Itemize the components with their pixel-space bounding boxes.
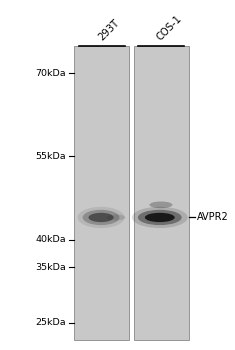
Text: 70kDa: 70kDa bbox=[35, 69, 66, 78]
Text: 35kDa: 35kDa bbox=[35, 263, 66, 272]
Ellipse shape bbox=[107, 215, 125, 220]
Text: 293T: 293T bbox=[96, 17, 121, 42]
Text: 40kDa: 40kDa bbox=[35, 235, 66, 244]
Ellipse shape bbox=[132, 207, 188, 228]
Text: 55kDa: 55kDa bbox=[35, 152, 66, 161]
Ellipse shape bbox=[145, 213, 175, 222]
Ellipse shape bbox=[149, 202, 172, 208]
Ellipse shape bbox=[78, 207, 125, 228]
Ellipse shape bbox=[89, 213, 114, 222]
Text: 25kDa: 25kDa bbox=[35, 318, 66, 327]
Ellipse shape bbox=[138, 210, 182, 225]
FancyBboxPatch shape bbox=[74, 46, 129, 340]
FancyBboxPatch shape bbox=[134, 46, 189, 340]
Text: COS-1: COS-1 bbox=[155, 13, 184, 42]
Text: AVPR2: AVPR2 bbox=[197, 212, 229, 223]
Ellipse shape bbox=[83, 210, 119, 225]
